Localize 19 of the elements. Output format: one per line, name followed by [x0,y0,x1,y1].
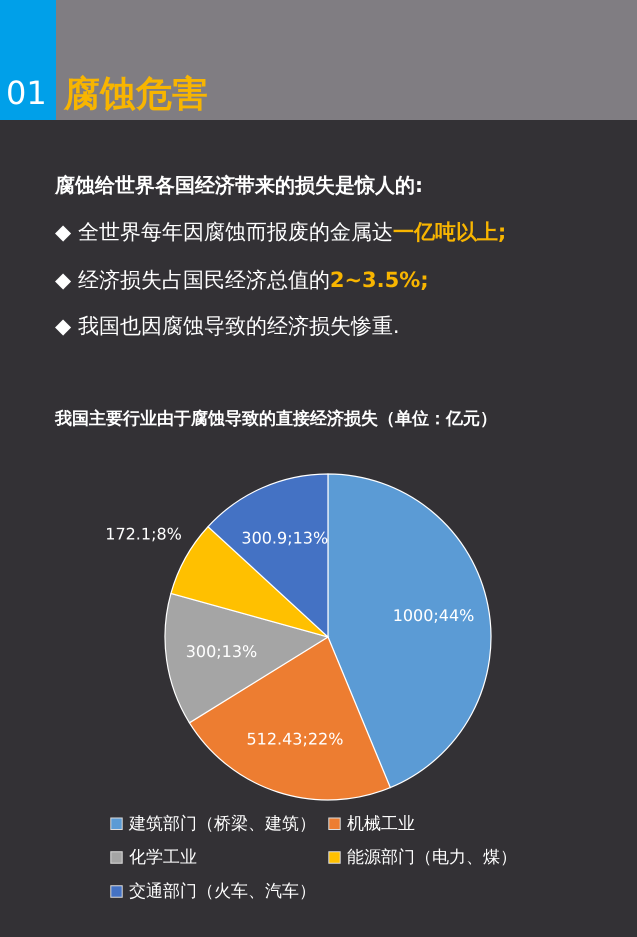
legend-label: 交通部门（火车、汽车） [129,882,316,902]
data-label: 1000;44% [392,606,474,626]
data-label: 300;13% [186,642,258,662]
text: ◆ 我国也因腐蚀导致的经济损失惨重. [55,313,400,340]
data-label: 300.9;13% [241,528,328,548]
legend-label: 机械工业 [347,814,415,834]
text: ◆ 经济损失占国民经济总值的 [55,268,330,292]
data-label: 512.43;22% [246,729,344,748]
text: 一亿吨以上; [392,220,506,244]
text: 腐蚀危害 [64,73,208,117]
text: 2~3.5%; [330,268,429,292]
text: 腐蚀给世界各国经济带来的损失是惊人的: [55,172,423,199]
legend-label: 能源部门（电力、煤） [347,848,517,868]
data-label: 172.1;8% [105,524,182,544]
chart-title: 我国主要行业由于腐蚀导致的直接经济损失（单位：亿元） [54,409,497,429]
legend-label: 化学工业 [129,848,197,868]
text: 01 [6,74,47,112]
text: ◆ 全世界每年因腐蚀而报废的金属达 [55,220,393,244]
legend-label: 建筑部门（桥梁、建筑） [128,814,316,834]
